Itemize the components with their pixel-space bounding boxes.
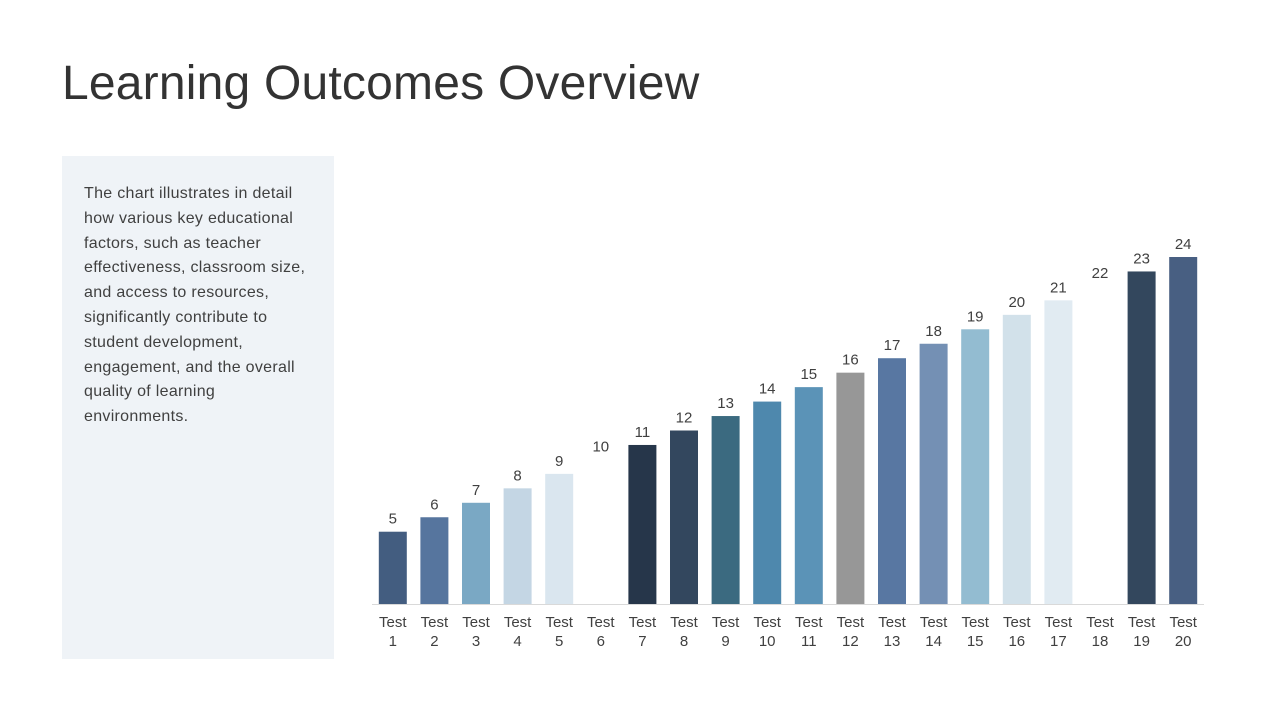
x-tick-label-2-line-1: Test <box>421 614 449 631</box>
data-label-12: 16 <box>842 352 859 369</box>
x-tick-label-17-line-2: 17 <box>1050 633 1067 650</box>
data-label-11: 15 <box>800 366 817 383</box>
bar-6 <box>586 459 615 604</box>
data-label-8: 12 <box>676 410 693 427</box>
x-tick-label-1-line-1: Test <box>379 614 407 631</box>
x-tick-label-12-line-1: Test <box>837 614 865 631</box>
data-label-18: 22 <box>1092 265 1109 282</box>
data-label-15: 19 <box>967 308 984 325</box>
description-panel: The chart illustrates in detail how vari… <box>62 156 334 659</box>
data-label-14: 18 <box>925 323 942 340</box>
x-tick-label-9-line-2: 9 <box>721 633 729 650</box>
bar-15 <box>961 329 990 604</box>
data-label-1: 5 <box>389 511 397 528</box>
bar-17 <box>1044 300 1073 605</box>
data-label-20: 24 <box>1175 236 1192 253</box>
x-tick-label-8-line-1: Test <box>670 614 698 631</box>
x-tick-label-8-line-2: 8 <box>680 633 688 650</box>
data-label-3: 7 <box>472 482 480 499</box>
x-tick-label-20-line-1: Test <box>1169 614 1197 631</box>
bar-1 <box>378 531 407 604</box>
bar-19 <box>1127 271 1156 604</box>
x-tick-label-6-line-1: Test <box>587 614 615 631</box>
x-tick-label-14-line-1: Test <box>920 614 948 631</box>
bar-12 <box>836 372 865 604</box>
x-tick-label-7-line-2: 7 <box>638 633 646 650</box>
data-label-5: 9 <box>555 453 563 470</box>
x-tick-label-1-line-2: 1 <box>389 633 397 650</box>
data-label-6: 10 <box>592 438 609 455</box>
bar-14 <box>919 343 948 604</box>
bar-20 <box>1169 257 1198 604</box>
x-tick-label-11-line-1: Test <box>795 614 823 631</box>
x-tick-label-11-line-2: 11 <box>801 633 817 650</box>
bar-10 <box>753 401 782 604</box>
x-tick-label-15-line-2: 15 <box>967 633 984 650</box>
x-tick-label-16-line-2: 16 <box>1008 633 1025 650</box>
bar-13 <box>878 358 906 604</box>
x-tick-label-9-line-1: Test <box>712 614 740 631</box>
x-tick-label-14-line-2: 14 <box>925 633 942 650</box>
data-label-2: 6 <box>430 496 438 513</box>
slide-title: Learning Outcomes Overview <box>62 57 700 110</box>
x-tick-label-10-line-2: 10 <box>759 633 776 650</box>
x-tick-label-13-line-1: Test <box>878 614 906 631</box>
bar-11 <box>794 387 823 605</box>
x-tick-label-7-line-1: Test <box>629 614 657 631</box>
x-tick-label-19-line-2: 19 <box>1133 633 1150 650</box>
data-label-10: 14 <box>759 381 776 398</box>
description-text: The chart illustrates in detail how vari… <box>84 185 306 426</box>
x-tick-label-6-line-2: 6 <box>597 633 605 650</box>
bar-16 <box>1002 314 1031 604</box>
data-label-19: 23 <box>1133 250 1150 267</box>
bar-18 <box>1086 285 1114 604</box>
x-tick-label-19-line-1: Test <box>1128 614 1156 631</box>
bar-4 <box>503 488 532 604</box>
data-label-9: 13 <box>717 395 734 412</box>
x-tick-label-10-line-1: Test <box>753 614 781 631</box>
bar-2 <box>420 517 449 604</box>
bar-3 <box>462 502 490 604</box>
data-label-16: 20 <box>1008 294 1025 311</box>
x-tick-label-4-line-2: 4 <box>513 633 521 650</box>
bar-9 <box>711 416 740 604</box>
x-tick-label-18-line-2: 18 <box>1092 633 1109 650</box>
bar-8 <box>670 430 698 604</box>
x-tick-label-17-line-1: Test <box>1045 614 1073 631</box>
x-tick-label-5-line-2: 5 <box>555 633 563 650</box>
x-tick-label-18-line-1: Test <box>1086 614 1114 631</box>
x-tick-label-20-line-2: 20 <box>1175 633 1192 650</box>
x-tick-label-13-line-2: 13 <box>884 633 901 650</box>
x-tick-label-2-line-2: 2 <box>430 633 438 650</box>
x-tick-label-3-line-2: 3 <box>472 633 480 650</box>
x-tick-label-16-line-1: Test <box>1003 614 1031 631</box>
data-label-7: 11 <box>635 424 651 441</box>
data-label-13: 17 <box>884 337 901 354</box>
data-label-4: 8 <box>513 467 521 484</box>
x-tick-label-15-line-1: Test <box>961 614 989 631</box>
x-tick-label-5-line-1: Test <box>545 614 573 631</box>
x-tick-label-12-line-2: 12 <box>842 633 859 650</box>
x-tick-label-4-line-1: Test <box>504 614 532 631</box>
bar-7 <box>628 444 657 604</box>
x-tick-label-3-line-1: Test <box>462 614 490 631</box>
data-label-17: 21 <box>1050 279 1067 296</box>
bar-5 <box>545 473 574 605</box>
